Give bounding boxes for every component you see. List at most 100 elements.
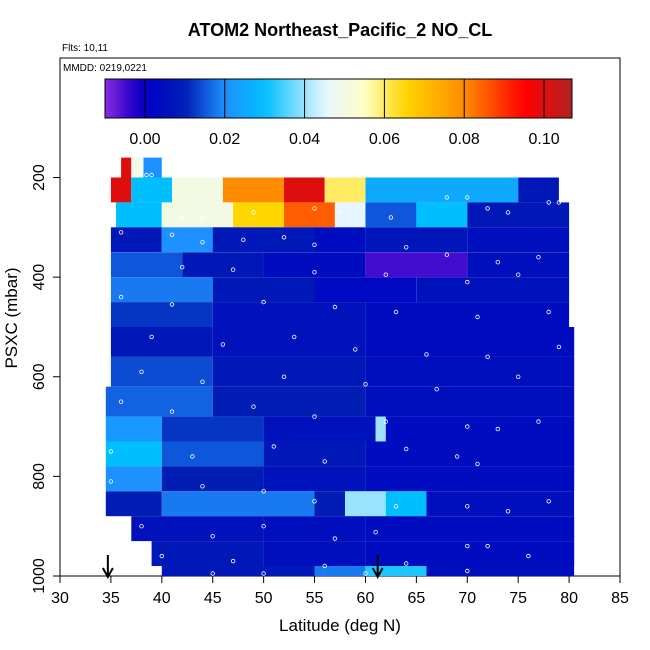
sample-point (505, 509, 511, 514)
sample-point (465, 279, 470, 285)
sample-point (271, 444, 276, 449)
sample-point (200, 379, 205, 384)
sample-point (261, 489, 266, 494)
heatmap-cell (365, 566, 427, 576)
heatmap-cell (263, 441, 366, 467)
colorbar-tick-label: 0.10 (528, 131, 559, 148)
sample-point (261, 571, 266, 576)
sample-point (465, 504, 470, 509)
x-tick-label: 70 (458, 590, 476, 607)
heatmap-cell (212, 327, 366, 357)
sample-point (139, 524, 144, 529)
sample-point (281, 235, 287, 240)
chart-title: ATOM2 Northeast_Pacific_2 NO_CL (188, 20, 492, 40)
sample-point (485, 354, 490, 359)
sample-point (495, 426, 500, 432)
sample-point (465, 568, 470, 574)
heatmap-cell (110, 277, 213, 303)
sample-point (118, 294, 124, 300)
sample-point (363, 571, 368, 576)
sample-point (332, 304, 338, 310)
sample-point (505, 210, 511, 215)
sample-point (536, 255, 541, 260)
heatmap-cell (233, 202, 284, 228)
heatmap-cell (365, 327, 575, 357)
heatmap-cell (105, 466, 162, 492)
heatmap-cell (131, 177, 172, 203)
sample-point (485, 543, 490, 549)
sample-point (516, 272, 521, 277)
heatmap-cell (365, 202, 417, 228)
sample-point (536, 419, 541, 424)
heatmap-cell (105, 386, 213, 417)
heatmap-cell (314, 227, 366, 253)
heatmap-cell (467, 202, 570, 228)
sample-point (230, 267, 236, 272)
heatmap-cell (324, 177, 366, 203)
heatmap-cell (212, 302, 366, 327)
sample-point (312, 242, 317, 247)
heatmap-cell (314, 491, 345, 517)
heatmap-cell (345, 491, 386, 517)
sample-point (475, 314, 480, 320)
heatmap-cell (365, 227, 468, 253)
colorbar-tick-label: 0.00 (129, 131, 160, 148)
heatmap-cell (161, 416, 264, 442)
sample-point (169, 409, 175, 414)
sample-point (434, 387, 439, 392)
heatmap-cell (222, 177, 284, 203)
colorbar-tick-label: 0.04 (289, 131, 320, 148)
heatmap-cell (116, 202, 162, 228)
x-tick-label: 35 (102, 590, 120, 607)
heatmap-cell (385, 416, 575, 442)
sample-point (404, 561, 409, 566)
heatmap-cell (105, 491, 162, 517)
sample-point (516, 374, 521, 379)
x-tick-label: 30 (51, 590, 69, 607)
sample-point (312, 270, 317, 275)
heatmap-cell (182, 252, 264, 278)
heatmap-cell (212, 386, 366, 417)
sample-point (179, 215, 185, 220)
heatmap-cell (110, 227, 162, 253)
heatmap-cell (161, 227, 213, 253)
sample-point (159, 553, 164, 559)
sample-point (424, 352, 429, 357)
heatmap-cell (110, 177, 132, 203)
sample-point (404, 245, 409, 250)
heatmap-cell (263, 252, 366, 278)
sample-point (556, 344, 562, 350)
heatmap-cell (161, 491, 315, 517)
heatmap-cell (334, 202, 366, 228)
sample-point (118, 230, 124, 235)
sample-point (230, 558, 236, 564)
heatmap-cell (365, 302, 570, 327)
sample-point (454, 454, 460, 459)
x-tick-label: 60 (357, 590, 375, 607)
sample-point (312, 206, 317, 211)
heatmap-cell (365, 516, 575, 542)
heatmap-cell (263, 466, 366, 492)
x-tick-label: 75 (509, 590, 527, 607)
x-tick-label: 65 (407, 590, 425, 607)
colorbar: 0.00 0.02 0.04 0.06 0.08 0.10 (104, 78, 573, 148)
sample-point (149, 334, 154, 340)
heatmap-cell (161, 202, 234, 228)
heatmap-cell (365, 541, 575, 566)
sample-point (144, 172, 149, 178)
heatmap-cell (110, 356, 213, 387)
heatmap-cells (105, 157, 575, 576)
heatmap-cell (105, 441, 162, 467)
sample-point (383, 272, 388, 277)
sample-point (200, 484, 205, 489)
heatmap-cell (143, 157, 162, 178)
x-tick-label: 55 (306, 590, 324, 607)
latitude-arrow (371, 555, 384, 580)
sample-point (108, 449, 114, 454)
heatmap-cell (385, 491, 427, 517)
heatmap-cell (110, 252, 183, 278)
sample-point (388, 215, 394, 220)
heatmap-cell (131, 157, 144, 178)
sample-point (383, 419, 388, 424)
heatmap-cell (375, 416, 386, 442)
